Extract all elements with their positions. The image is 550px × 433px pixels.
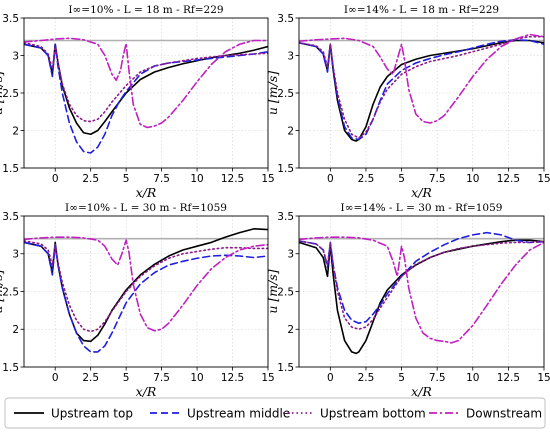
x-tick-label: 5 xyxy=(123,372,130,384)
legend-entry-upstream-top: Upstream top xyxy=(14,407,133,421)
x-tick-label: 12.5 xyxy=(221,372,244,384)
y-tick-label: 3 xyxy=(287,249,294,261)
y-axis-label: u [m/s] xyxy=(265,269,280,313)
series-line-downstream xyxy=(24,236,268,332)
x-tick-label: 2.5 xyxy=(358,372,375,384)
x-tick-label: 5 xyxy=(123,173,130,185)
x-axis-label: x/R xyxy=(411,384,432,399)
x-tick-label: 15 xyxy=(537,372,550,384)
x-tick-label: 2.5 xyxy=(82,372,99,384)
legend-entry-upstream-bottom: Upstream bottom xyxy=(283,407,426,421)
x-tick-label: 10 xyxy=(466,173,479,185)
x-tick-label: 10 xyxy=(466,372,479,384)
x-tick-label: 5 xyxy=(398,372,405,384)
y-tick-label: 2.5 xyxy=(277,88,294,100)
series-group xyxy=(299,33,544,142)
x-tick-label: 12.5 xyxy=(497,173,520,185)
chart-title: I∞=10% - L = 18 m - Rf=229 xyxy=(68,4,223,16)
series-group xyxy=(24,37,268,154)
series-line-upstream-bottom xyxy=(299,35,544,139)
x-tick-label: 7.5 xyxy=(429,372,446,384)
y-tick-label: 1.5 xyxy=(277,362,294,374)
chart-panel-2: 0 2.5 5 7.5 10 12.5 15 1.5 2 2.5 3 3.5 x/R u [m/s] I∞=… xyxy=(265,4,550,200)
series-line-upstream-bottom xyxy=(299,240,544,331)
series-line-upstream-middle xyxy=(24,43,268,154)
legend: Upstream top Upstream middle Upstream bott… xyxy=(4,397,546,429)
y-tick-label: 2.5 xyxy=(2,88,19,100)
x-tick-label: 7.5 xyxy=(153,173,170,185)
y-tick-label: 2 xyxy=(287,125,294,137)
x-tick-label: 10 xyxy=(190,173,203,185)
x-tick-label: 10 xyxy=(190,372,203,384)
legend-entry-upstream-middle: Upstream middle xyxy=(150,407,290,421)
y-tick-label: 3.5 xyxy=(2,211,19,223)
legend-label: Downstream xyxy=(466,407,542,421)
y-tick-label: 2.5 xyxy=(277,286,294,298)
series-line-upstream-bottom xyxy=(24,240,268,333)
y-tick-label: 3 xyxy=(12,50,19,62)
series-line-downstream xyxy=(24,37,268,129)
legend-box xyxy=(4,397,546,429)
series-line-upstream-top xyxy=(24,43,268,136)
chart-panel-1: 0 2.5 5 7.5 10 12.5 15 1.5 2 2.5 3 3.5 x/R u [m/s] I∞=… xyxy=(0,4,275,200)
y-tick-label: 2 xyxy=(287,324,294,336)
series-line-downstream xyxy=(299,33,544,124)
chart-title: I∞=14% - L = 18 m - Rf=229 xyxy=(344,4,499,16)
y-axis-label: u [m/s] xyxy=(0,71,5,115)
x-tick-label: 5 xyxy=(398,173,405,185)
series-group xyxy=(299,231,544,355)
y-tick-label: 1.5 xyxy=(2,163,19,175)
series-group xyxy=(24,228,268,353)
x-tick-label: 15 xyxy=(537,173,550,185)
chart-title: I∞=14% - L = 30 m - Rf=1059 xyxy=(341,202,503,214)
x-tick-label: 0 xyxy=(327,372,334,384)
series-line-upstream-middle xyxy=(299,38,544,141)
x-axis-label: x/R xyxy=(136,185,157,200)
series-line-upstream-top xyxy=(24,228,268,343)
y-axis-label: u [m/s] xyxy=(265,71,280,115)
y-tick-label: 1.5 xyxy=(277,163,294,175)
y-tick-label: 3.5 xyxy=(2,13,19,25)
y-tick-label: 3.5 xyxy=(277,211,294,223)
series-line-upstream-top xyxy=(299,239,544,355)
x-tick-label: 15 xyxy=(261,173,274,185)
y-axis-label: u [m/s] xyxy=(0,269,5,313)
x-axis-label: x/R xyxy=(136,384,157,399)
x-tick-label: 7.5 xyxy=(153,372,170,384)
series-line-upstream-middle xyxy=(24,241,268,353)
x-tick-label: 2.5 xyxy=(82,173,99,185)
y-tick-label: 2 xyxy=(12,324,19,336)
y-tick-label: 3.5 xyxy=(277,13,294,25)
x-tick-label: 15 xyxy=(261,372,274,384)
x-tick-label: 7.5 xyxy=(429,173,446,185)
y-tick-label: 1.5 xyxy=(2,362,19,374)
legend-entry-downstream: Downstream xyxy=(429,407,542,421)
series-line-downstream xyxy=(299,236,544,344)
chart-panel-4: 0 2.5 5 7.5 10 12.5 15 1.5 2 2.5 3 3.5 x/R u [m/s] I∞=… xyxy=(265,202,550,399)
x-axis-label: x/R xyxy=(411,185,432,200)
x-tick-label: 0 xyxy=(52,173,59,185)
x-tick-label: 0 xyxy=(327,173,334,185)
y-tick-label: 3 xyxy=(12,249,19,261)
legend-label: Upstream bottom xyxy=(320,407,426,421)
x-tick-label: 12.5 xyxy=(221,173,244,185)
x-tick-label: 2.5 xyxy=(358,173,375,185)
x-tick-label: 0 xyxy=(52,372,59,384)
legend-label: Upstream middle xyxy=(187,407,290,421)
x-tick-label: 12.5 xyxy=(497,372,520,384)
series-line-upstream-bottom xyxy=(24,41,268,123)
y-tick-label: 2 xyxy=(12,125,19,137)
chart-panel-3: 0 2.5 5 7.5 10 12.5 15 1.5 2 2.5 3 3.5 x/R u [m/s] I∞=… xyxy=(0,202,275,399)
chart-title: I∞=10% - L = 30 m - Rf=1059 xyxy=(65,202,227,214)
y-tick-label: 2.5 xyxy=(2,286,19,298)
y-tick-label: 3 xyxy=(287,50,294,62)
legend-label: Upstream top xyxy=(51,407,133,421)
